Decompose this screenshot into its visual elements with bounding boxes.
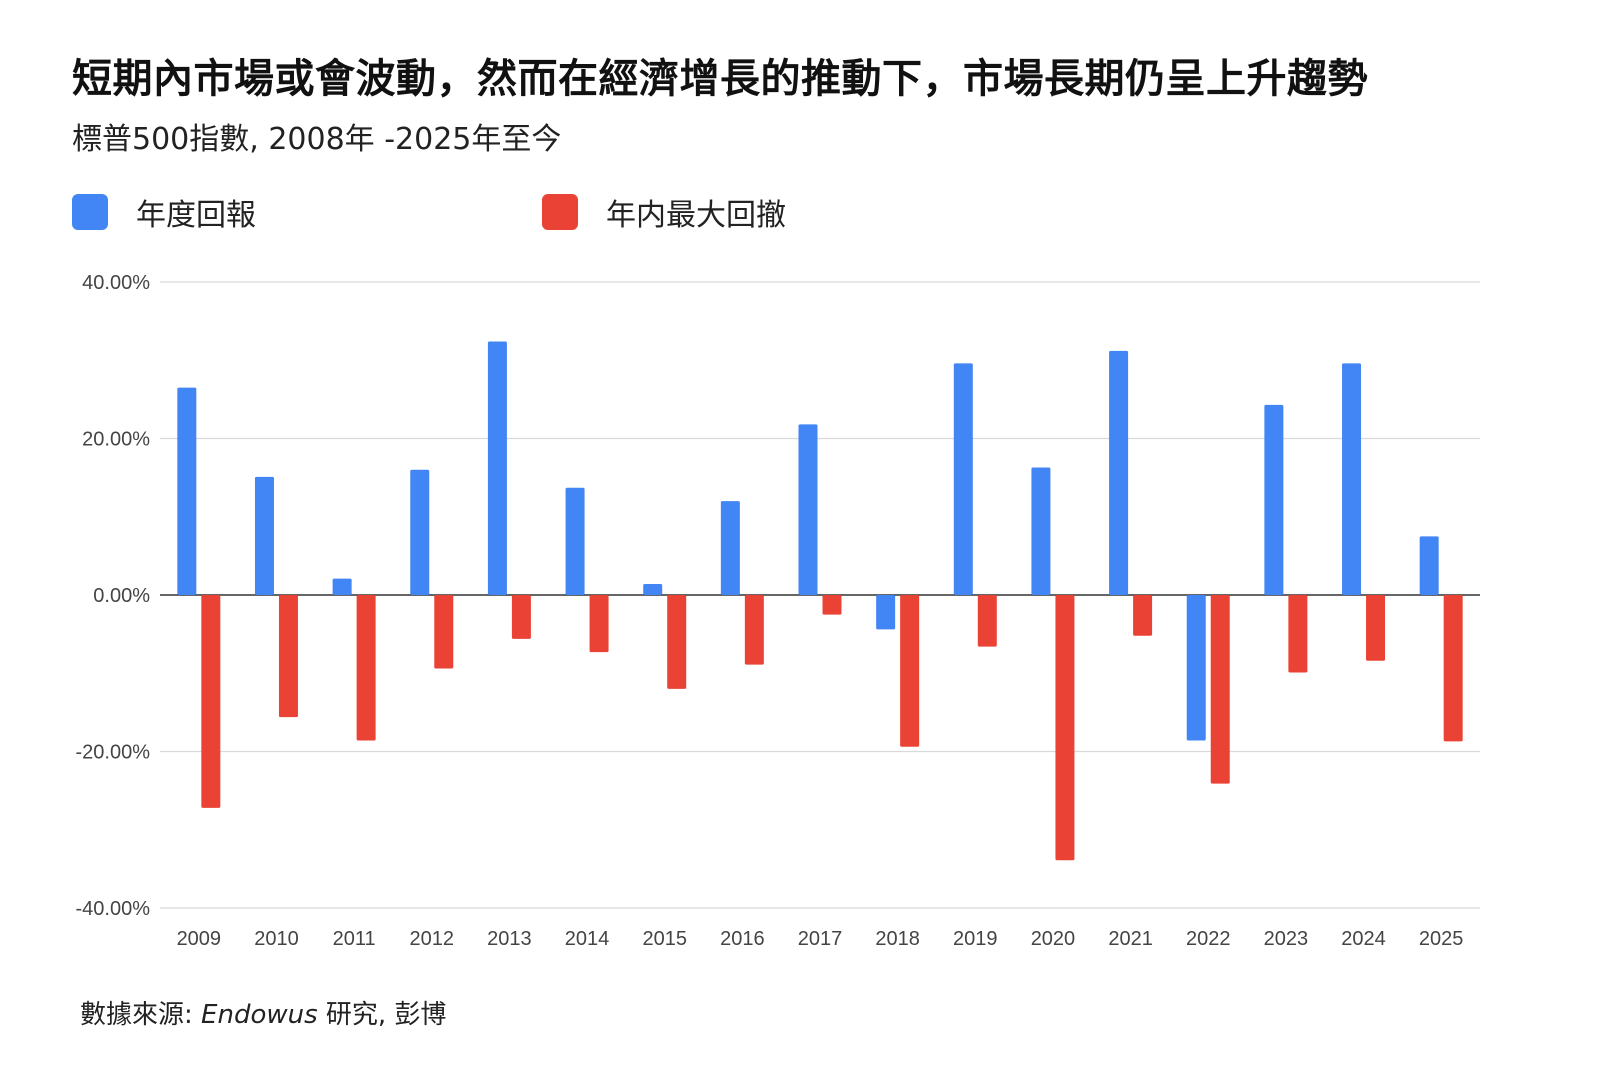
bar-max-drawdown <box>1055 595 1075 861</box>
bar-annual-return <box>565 487 585 595</box>
bar-max-drawdown <box>356 595 376 741</box>
legend-item-annual-return: 年度回報 <box>72 190 256 234</box>
y-tick-label: 40.00% <box>82 272 150 294</box>
bar-annual-return <box>1031 467 1051 595</box>
source-italic: Endowus <box>201 1000 318 1030</box>
x-tick-label: 2014 <box>565 928 610 950</box>
bar-annual-return <box>487 341 507 595</box>
bar-annual-return <box>177 387 197 595</box>
x-tick-label: 2020 <box>1031 928 1076 950</box>
chart-title: 短期內市場或會波動，然而在經濟增長的推動下，市場長期仍呈上升趨勢 <box>72 56 1368 102</box>
data-source-note: 數據來源: Endowus 研究, 彭博 <box>80 994 446 1031</box>
x-tick-label: 2018 <box>875 928 920 950</box>
chart-subtitle: 標普500指數, 2008年 -2025年至今 <box>72 122 562 157</box>
x-tick-label: 2015 <box>642 928 687 950</box>
bar-annual-return <box>1419 536 1439 595</box>
bar-annual-return <box>798 424 818 595</box>
bar-max-drawdown <box>667 595 687 689</box>
bar-max-drawdown <box>1288 595 1308 673</box>
bar-max-drawdown <box>822 595 842 615</box>
x-tick-label: 2023 <box>1264 928 1309 950</box>
x-tick-label: 2009 <box>177 928 222 950</box>
bar-annual-return <box>1186 595 1206 741</box>
legend-label-annual-return: 年度回報 <box>136 198 256 233</box>
bar-max-drawdown <box>434 595 454 669</box>
bar-max-drawdown <box>1210 595 1230 784</box>
x-tick-label: 2025 <box>1419 928 1464 950</box>
legend-swatch-annual-return <box>72 194 108 230</box>
x-tick-label: 2019 <box>953 928 998 950</box>
bar-annual-return <box>254 476 274 595</box>
x-tick-label: 2017 <box>798 928 843 950</box>
y-tick-label: 0.00% <box>93 585 150 607</box>
legend-item-max-drawdown: 年内最大回撤 <box>542 190 786 234</box>
y-tick-label: -40.00% <box>76 898 151 920</box>
x-tick-label: 2021 <box>1108 928 1153 950</box>
source-suffix: 研究, 彭博 <box>317 1000 447 1030</box>
bar-annual-return <box>643 584 663 595</box>
bar-annual-return <box>953 363 973 595</box>
x-tick-label: 2010 <box>254 928 299 950</box>
source-prefix: 數據來源: <box>80 1000 202 1030</box>
legend-label-max-drawdown: 年内最大回撤 <box>606 198 786 233</box>
bar-annual-return <box>1342 363 1362 595</box>
bar-annual-return <box>720 501 740 595</box>
bar-max-drawdown <box>201 595 221 808</box>
bar-max-drawdown <box>744 595 764 665</box>
x-tick-label: 2011 <box>333 928 376 950</box>
bar-max-drawdown <box>1443 595 1463 742</box>
chart-legend: 年度回報 年内最大回撤 <box>72 190 972 240</box>
bar-annual-return <box>332 578 352 595</box>
x-tick-label: 2013 <box>487 928 532 950</box>
bar-annual-return <box>1109 350 1129 595</box>
bar-annual-return <box>410 469 430 595</box>
y-tick-label: 20.00% <box>82 429 150 451</box>
bar-annual-return <box>1264 404 1284 595</box>
bar-max-drawdown <box>589 595 609 653</box>
bar-max-drawdown <box>900 595 920 747</box>
x-tick-label: 2024 <box>1341 928 1386 950</box>
bar-max-drawdown <box>1133 595 1153 636</box>
bar-max-drawdown <box>511 595 531 639</box>
y-tick-label: -20.00% <box>76 742 151 764</box>
legend-swatch-max-drawdown <box>542 194 578 230</box>
bar-max-drawdown <box>977 595 997 647</box>
x-tick-label: 2012 <box>410 928 455 950</box>
bar-max-drawdown <box>278 595 298 718</box>
x-tick-label: 2022 <box>1186 928 1231 950</box>
x-tick-label: 2016 <box>720 928 765 950</box>
bar-max-drawdown <box>1366 595 1386 661</box>
bar-annual-return <box>876 595 896 630</box>
